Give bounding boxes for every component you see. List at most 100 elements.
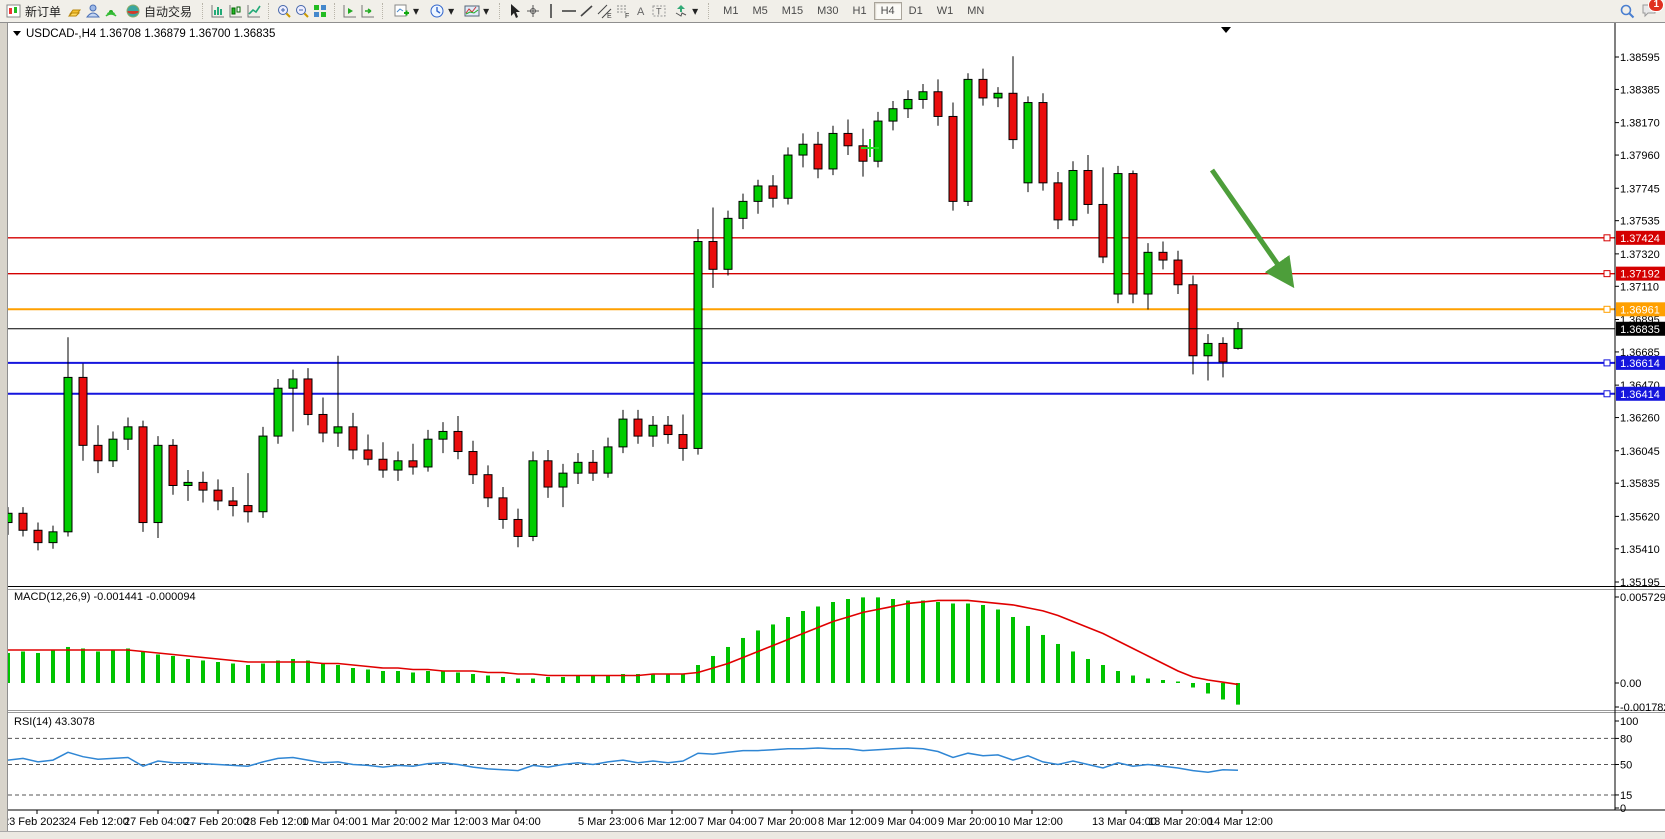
equidistant-channel-icon[interactable]: E <box>597 3 613 20</box>
toolbar-separator <box>499 3 501 19</box>
search-icon[interactable] <box>1619 3 1635 19</box>
hline-handle[interactable] <box>1603 305 1611 313</box>
add-indicator-button[interactable]: ▾ <box>390 2 423 21</box>
hline-price-tag-text: 1.37192 <box>1620 269 1660 281</box>
time-tick-label: 6 Mar 12:00 <box>638 816 697 828</box>
text-icon[interactable]: A <box>633 3 649 19</box>
bear-candle <box>708 241 718 270</box>
window-left-edge <box>0 23 7 831</box>
bull-candle <box>1023 102 1033 184</box>
text-label-icon[interactable]: T <box>651 3 667 19</box>
periods-button[interactable]: ▾ <box>425 2 458 21</box>
time-tick-label: 7 Mar 20:00 <box>758 816 817 828</box>
bear-candle <box>363 449 373 460</box>
horizontal-line-icon[interactable] <box>561 3 577 19</box>
plus-marker[interactable] <box>861 139 879 157</box>
bear-candle <box>768 185 778 199</box>
bear-candle <box>978 78 988 99</box>
horizontal-lines-layer[interactable] <box>0 234 1615 398</box>
timeframe-MN[interactable]: MN <box>960 2 991 20</box>
rsi-axis-label: 80 <box>1620 733 1632 745</box>
timeframe-M1[interactable]: M1 <box>716 2 745 20</box>
price-tick-label: 1.37960 <box>1620 150 1660 162</box>
time-tick-label: 3 Mar 04:00 <box>482 816 541 828</box>
bear-candle <box>33 529 43 544</box>
timeframe-W1[interactable]: W1 <box>930 2 961 20</box>
rsi-axis-label: 50 <box>1620 760 1632 772</box>
hline-handle[interactable] <box>1603 234 1611 242</box>
zoom-in-icon[interactable] <box>276 3 292 19</box>
hline-handle[interactable] <box>1603 359 1611 367</box>
chat-button[interactable]: 1 <box>1641 0 1664 21</box>
new-order-button[interactable]: 新订单 <box>2 2 65 21</box>
bull-candle <box>48 531 58 544</box>
timeframe-H4[interactable]: H4 <box>873 2 902 20</box>
bear-candle <box>483 474 493 499</box>
arrows-tool-button[interactable]: ▾ <box>669 2 702 21</box>
template-button[interactable]: ▾ <box>460 2 493 21</box>
candle-chart-icon[interactable] <box>228 3 244 19</box>
signal-icon[interactable] <box>103 3 119 19</box>
bear-candle <box>1038 102 1048 184</box>
bear-candle <box>858 145 868 162</box>
crosshair-icon[interactable] <box>525 3 541 19</box>
bull-candle <box>1143 251 1153 295</box>
profile-icon[interactable] <box>85 3 101 19</box>
price-tick-label: 1.35620 <box>1620 511 1660 523</box>
tile-windows-icon[interactable] <box>312 3 328 19</box>
bear-candle <box>198 481 208 491</box>
current-price-tag-text: 1.36835 <box>1620 324 1660 336</box>
rsi-line <box>7 747 1239 774</box>
bear-candle <box>18 512 28 531</box>
bull-candle <box>963 78 973 202</box>
cursor-icon[interactable] <box>507 3 523 19</box>
chart-shift-marker[interactable] <box>1221 27 1231 33</box>
template-icon <box>464 3 480 19</box>
macd-signal-line <box>8 599 1239 686</box>
bear-candle <box>1173 259 1183 286</box>
hline-handle[interactable] <box>1603 270 1611 278</box>
bull-candle <box>558 472 568 488</box>
gold-icon[interactable] <box>67 3 83 19</box>
timeframe-M5[interactable]: M5 <box>745 2 774 20</box>
rsi-axis-label: 100 <box>1620 716 1638 728</box>
timeframe-H1[interactable]: H1 <box>846 2 874 20</box>
bar-chart-icon[interactable] <box>210 3 226 19</box>
bear-candle <box>318 413 328 434</box>
chart-autoscroll-icon[interactable] <box>360 3 376 19</box>
chart-shift-icon[interactable] <box>342 3 358 19</box>
bull-candle <box>1113 173 1123 295</box>
bull-candle <box>528 460 538 537</box>
fibonacci-icon[interactable]: F <box>615 3 631 20</box>
timeframe-D1[interactable]: D1 <box>902 2 930 20</box>
bull-candle <box>993 92 1003 99</box>
toolbar-right: 1 <box>1619 0 1665 21</box>
macd-axis-label: 0.00 <box>1620 678 1641 690</box>
bear-candle <box>93 444 103 462</box>
status-bar <box>0 831 1665 839</box>
time-tick-label: 2 Mar 12:00 <box>422 816 481 828</box>
timeframe-M15[interactable]: M15 <box>775 2 810 20</box>
chart-title: USDCAD-,H4 1.36708 1.36879 1.36700 1.368… <box>13 28 275 40</box>
macd-label: MACD(12,26,9) -0.001441 -0.000094 <box>14 591 196 603</box>
hline-price-tag <box>1616 266 1665 281</box>
line-chart-icon[interactable] <box>246 3 262 19</box>
vertical-line-icon[interactable] <box>543 3 559 19</box>
bear-candle <box>1218 342 1228 363</box>
auto-trading-button[interactable]: 自动交易 <box>121 2 196 21</box>
macd-axis-label: -0.001782 <box>1620 702 1665 714</box>
bull-candle <box>648 424 658 437</box>
zoom-out-icon[interactable] <box>294 3 310 19</box>
trend-arrow[interactable] <box>1209 168 1295 289</box>
timeframe-M30[interactable]: M30 <box>810 2 845 20</box>
bull-candle <box>888 108 898 122</box>
trendline-icon[interactable] <box>579 3 595 19</box>
hline-handle[interactable] <box>1603 390 1611 398</box>
bear-candle <box>633 418 643 437</box>
hline-price-tag-text: 1.36614 <box>1620 358 1660 370</box>
bear-candle <box>1128 173 1138 295</box>
annotations-layer[interactable] <box>861 27 1295 289</box>
bear-candle <box>138 426 148 524</box>
